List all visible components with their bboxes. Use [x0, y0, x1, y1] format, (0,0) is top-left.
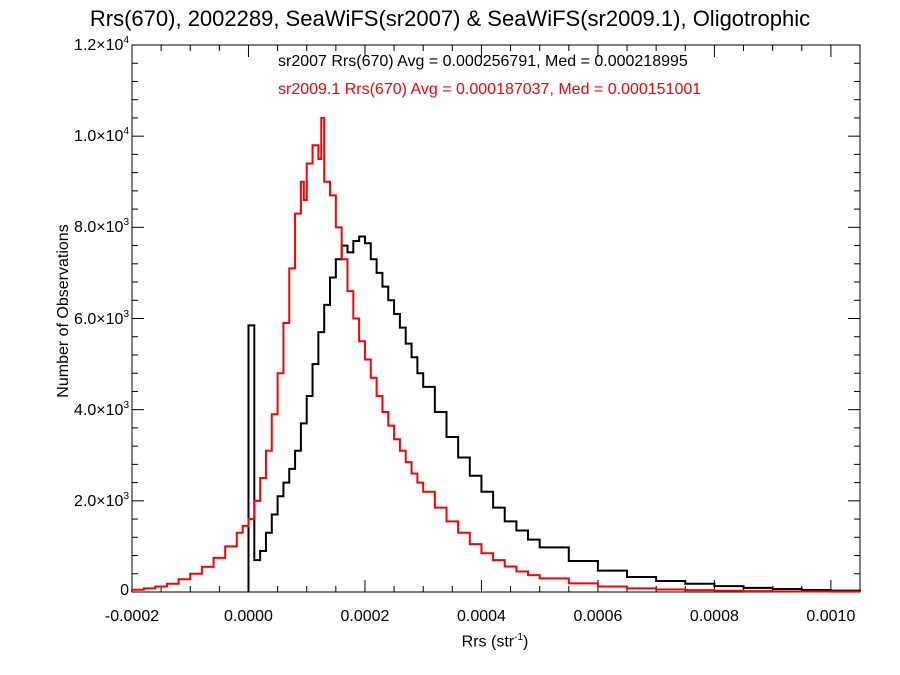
x-tick-label: 0.0004	[456, 608, 506, 625]
series-line-sr2009-1	[131, 116, 861, 593]
x-tick-label: 0.0002	[340, 608, 390, 625]
y-tick-label: 4.0×103	[74, 399, 129, 419]
y-axis-label: Number of Observations	[55, 224, 72, 398]
x-tick-label: 0.0000	[224, 608, 273, 625]
x-tick-label: 0.0006	[573, 608, 623, 625]
x-tick-label: 0.0010	[806, 608, 856, 625]
y-tick-label: 0	[120, 582, 129, 599]
y-tick-label: 1.0×104	[74, 126, 129, 146]
y-tick-label: 2.0×103	[74, 490, 129, 510]
y-tick-label: 1.2×104	[74, 35, 129, 54]
plot-frame	[131, 44, 861, 593]
y-tick-label: 8.0×103	[74, 217, 129, 237]
y-tick-label: 6.0×103	[74, 308, 129, 328]
x-tick-label: 0.0008	[689, 608, 739, 625]
x-axis-label: Rrs (str-1)	[461, 632, 529, 651]
chart-title: Rrs(670), 2002289, SeaWiFS(sr2007) & Sea…	[89, 6, 811, 31]
x-tick-label: -0.0002	[104, 608, 160, 625]
legend-annotation-sr2009: sr2009.1 Rrs(670) Avg = 0.000187037, Med…	[278, 81, 702, 98]
series-line-sr2007	[247, 235, 861, 592]
legend-annotation-sr2007: sr2007 Rrs(670) Avg = 0.000256791, Med =…	[278, 53, 688, 70]
